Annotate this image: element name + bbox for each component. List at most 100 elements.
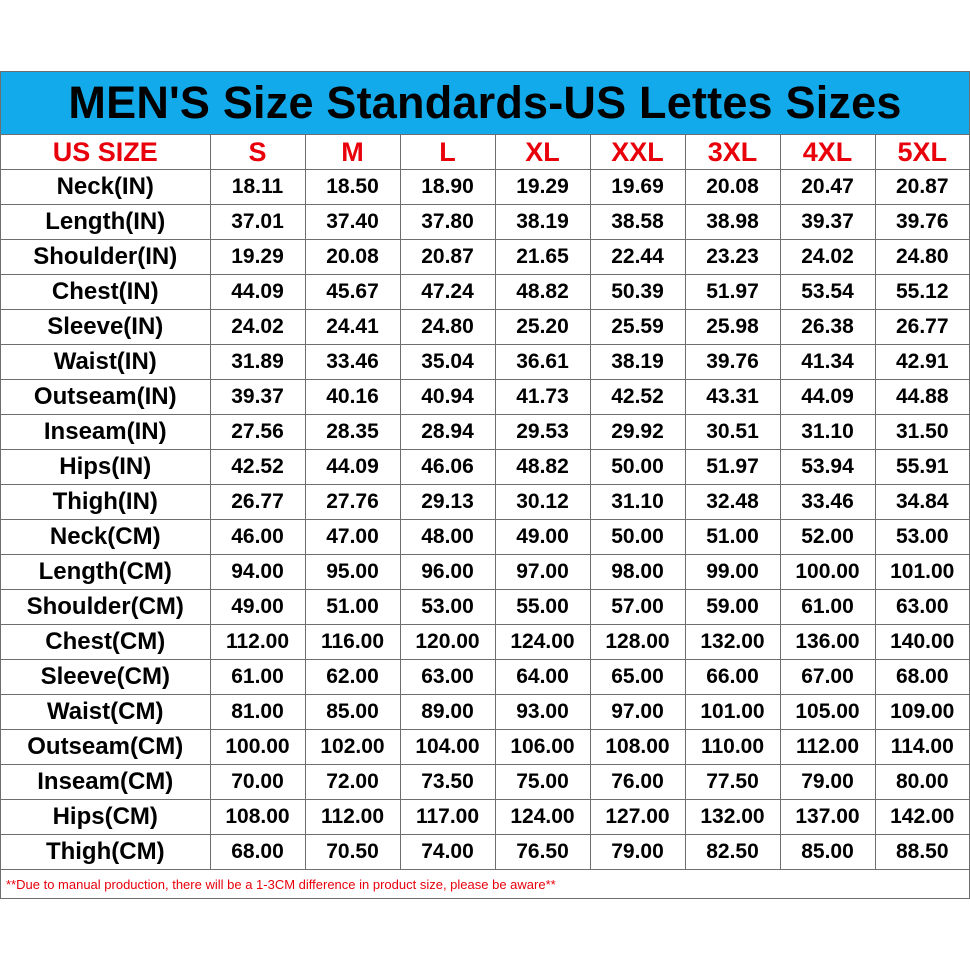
measurement-cell: 117.00	[399, 799, 496, 835]
measurement-cell: 50.39	[589, 274, 686, 310]
measurement-cell: 48.82	[494, 449, 591, 485]
measurement-cell: 42.52	[209, 449, 306, 485]
measurement-cell: 33.46	[779, 484, 876, 520]
measurement-cell: 88.50	[874, 834, 969, 870]
measurement-cell: 65.00	[589, 659, 686, 695]
table-row: Length(CM) 94.00 95.00 96.00 97.00 98.00 99.00…	[1, 554, 969, 590]
measurement-cell: 76.50	[494, 834, 591, 870]
measurement-cell: 67.00	[779, 659, 876, 695]
measurement-cell: 38.19	[494, 204, 591, 240]
measurement-cell: 33.46	[304, 344, 401, 380]
measurement-cell: 93.00	[494, 694, 591, 730]
table-body: US SIZE S M L XL XXL 3XL 4XL 5XL Neck(IN…	[1, 135, 969, 870]
measurement-cell: 51.00	[304, 589, 401, 625]
row-label: Waist(CM)	[1, 694, 211, 730]
measurement-cell: 48.82	[494, 274, 591, 310]
measurement-cell: 52.00	[779, 519, 876, 555]
row-label: Sleeve(CM)	[1, 659, 211, 695]
measurement-cell: 24.02	[209, 309, 306, 345]
row-label: Neck(IN)	[1, 169, 211, 205]
row-label: Length(CM)	[1, 554, 211, 590]
measurement-cell: 96.00	[399, 554, 496, 590]
row-label: Length(IN)	[1, 204, 211, 240]
measurement-cell: 105.00	[779, 694, 876, 730]
measurement-cell: 55.00	[494, 589, 591, 625]
measurement-cell: 31.10	[779, 414, 876, 450]
table-row: Inseam(IN) 27.56 28.35 28.94 29.53 29.92 30.51…	[1, 414, 969, 450]
size-header-xl: XL	[494, 135, 591, 170]
row-label: Sleeve(IN)	[1, 309, 211, 345]
measurement-cell: 72.00	[304, 764, 401, 800]
measurement-cell: 25.20	[494, 309, 591, 345]
measurement-cell: 24.41	[304, 309, 401, 345]
measurement-cell: 53.00	[399, 589, 496, 625]
measurement-cell: 64.00	[494, 659, 591, 695]
row-label: Neck(CM)	[1, 519, 211, 555]
row-label: Outseam(CM)	[1, 729, 211, 765]
table-row: Thigh(CM) 68.00 70.50 74.00 76.50 79.00 82.50 8…	[1, 834, 969, 870]
measurement-cell: 41.73	[494, 379, 591, 415]
measurement-cell: 32.48	[684, 484, 781, 520]
measurement-cell: 140.00	[874, 624, 969, 660]
measurement-cell: 45.67	[304, 274, 401, 310]
measurement-cell: 48.00	[399, 519, 496, 555]
measurement-cell: 77.50	[684, 764, 781, 800]
measurement-cell: 109.00	[874, 694, 969, 730]
measurement-cell: 20.87	[874, 169, 969, 205]
measurement-cell: 108.00	[209, 799, 306, 835]
measurement-cell: 27.76	[304, 484, 401, 520]
measurement-cell: 30.51	[684, 414, 781, 450]
measurement-cell: 73.50	[399, 764, 496, 800]
measurement-cell: 80.00	[874, 764, 969, 800]
measurement-cell: 24.80	[874, 239, 969, 275]
measurement-cell: 61.00	[779, 589, 876, 625]
measurement-cell: 68.00	[874, 659, 969, 695]
measurement-cell: 44.09	[304, 449, 401, 485]
size-header-m: M	[304, 135, 401, 170]
measurement-cell: 59.00	[684, 589, 781, 625]
measurement-cell: 44.09	[779, 379, 876, 415]
measurement-cell: 142.00	[874, 799, 969, 835]
measurement-cell: 38.19	[589, 344, 686, 380]
measurement-cell: 38.98	[684, 204, 781, 240]
size-header-l: L	[399, 135, 496, 170]
measurement-cell: 89.00	[399, 694, 496, 730]
table-row: Shoulder(IN) 19.29 20.08 20.87 21.65 22.44 23.…	[1, 239, 969, 275]
table-row: Chest(CM) 112.00 116.00 120.00 124.00 128.00 1…	[1, 624, 969, 660]
measurement-cell: 34.84	[874, 484, 969, 520]
table-row: Outseam(IN) 39.37 40.16 40.94 41.73 42.52 43.3…	[1, 379, 969, 415]
row-label: Inseam(IN)	[1, 414, 211, 450]
measurement-cell: 132.00	[684, 799, 781, 835]
measurement-cell: 38.58	[589, 204, 686, 240]
measurement-cell: 70.50	[304, 834, 401, 870]
measurement-cell: 136.00	[779, 624, 876, 660]
row-label: Waist(IN)	[1, 344, 211, 380]
measurement-cell: 40.16	[304, 379, 401, 415]
table-row: Shoulder(CM) 49.00 51.00 53.00 55.00 57.00 59.…	[1, 589, 969, 625]
measurement-cell: 18.11	[209, 169, 306, 205]
measurement-cell: 21.65	[494, 239, 591, 275]
measurement-cell: 114.00	[874, 729, 969, 765]
measurement-cell: 37.80	[399, 204, 496, 240]
header-label: US SIZE	[1, 135, 211, 170]
row-label: Outseam(IN)	[1, 379, 211, 415]
measurement-cell: 42.91	[874, 344, 969, 380]
row-label: Chest(CM)	[1, 624, 211, 660]
measurement-cell: 97.00	[589, 694, 686, 730]
measurement-cell: 49.00	[494, 519, 591, 555]
header-row: US SIZE S M L XL XXL 3XL 4XL 5XL	[1, 135, 969, 170]
measurement-cell: 132.00	[684, 624, 781, 660]
measurement-cell: 47.24	[399, 274, 496, 310]
measurement-cell: 20.08	[304, 239, 401, 275]
measurement-cell: 46.06	[399, 449, 496, 485]
measurement-cell: 26.38	[779, 309, 876, 345]
measurement-cell: 85.00	[304, 694, 401, 730]
measurement-cell: 31.89	[209, 344, 306, 380]
measurement-cell: 51.97	[684, 449, 781, 485]
measurement-cell: 19.69	[589, 169, 686, 205]
measurement-cell: 112.00	[779, 729, 876, 765]
measurement-cell: 53.94	[779, 449, 876, 485]
measurement-cell: 66.00	[684, 659, 781, 695]
row-label: Hips(IN)	[1, 449, 211, 485]
measurement-cell: 82.50	[684, 834, 781, 870]
